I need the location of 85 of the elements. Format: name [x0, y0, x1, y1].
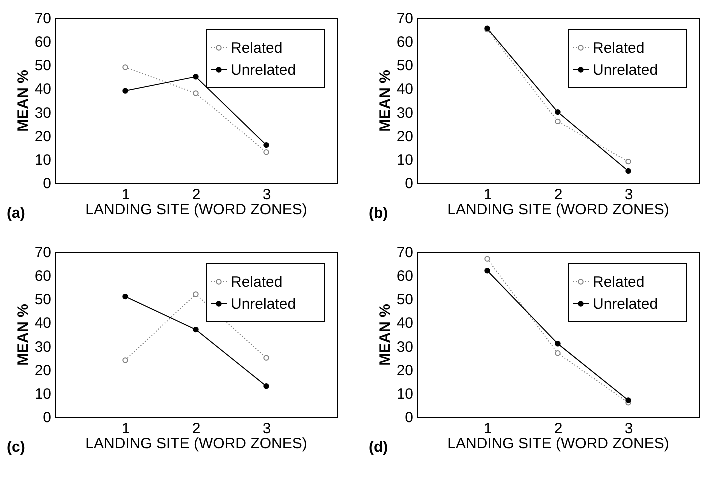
x-tick-label: 1 [484, 186, 492, 204]
y-tick-label: 0 [43, 176, 52, 192]
x-axis-title: LANDING SITE (WORD ZONES) [448, 202, 670, 218]
point [484, 256, 490, 262]
point [264, 355, 270, 361]
point [193, 326, 199, 333]
legend-label: Unrelated [593, 62, 658, 79]
y-tick-label: 50 [34, 292, 52, 309]
point [193, 292, 199, 298]
point [264, 384, 270, 390]
y-tick-label: 30 [396, 104, 414, 122]
point [122, 294, 128, 300]
point [555, 109, 561, 116]
point [264, 142, 270, 148]
y-tick-label: 20 [34, 128, 52, 146]
y-axis-title: MEAN % [14, 304, 32, 366]
x-tick-label: 3 [624, 420, 634, 438]
y-tick-label: 30 [34, 104, 52, 122]
text: (a) [7, 205, 26, 222]
legend-label: Related [593, 40, 645, 57]
point [264, 150, 270, 156]
y-tick-label: 70 [396, 244, 414, 262]
y-tick-label: 50 [396, 58, 414, 75]
x-tick-label: 1 [122, 420, 130, 438]
y-axis-title: MEAN % [376, 70, 394, 132]
y-axis-title: MEAN % [376, 304, 394, 366]
y-tick-label: 10 [34, 152, 52, 169]
point [555, 350, 561, 356]
legend-label: Unrelated [593, 296, 658, 313]
point [555, 341, 561, 347]
x-axis-title: LANDING SITE (WORD ZONES) [86, 436, 308, 452]
y-tick-label: 70 [396, 10, 414, 28]
x-tick-label: 2 [554, 420, 563, 438]
x-tick-label: 1 [484, 420, 492, 438]
legend-label: Unrelated [231, 62, 296, 79]
text: (c) [7, 439, 26, 456]
y-tick-label: 60 [396, 34, 414, 52]
point [626, 158, 632, 165]
legend-label: Related [231, 40, 283, 57]
y-tick-label: 20 [34, 362, 52, 380]
legend-label: Unrelated [231, 296, 296, 313]
y-tick-label: 60 [34, 34, 52, 52]
point [122, 64, 128, 70]
y-tick-label: 10 [34, 386, 52, 403]
y-tick-label: 50 [34, 58, 52, 75]
y-tick-label: 40 [34, 315, 52, 332]
x-tick-label: 2 [192, 186, 201, 204]
point [122, 358, 128, 364]
y-tick-label: 0 [405, 176, 414, 192]
x-axis-title: LANDING SITE (WORD ZONES) [86, 202, 308, 218]
legend-label: Related [231, 274, 283, 291]
y-tick-label: 40 [396, 315, 414, 332]
x-tick-label: 2 [192, 420, 201, 438]
x-tick-label: 3 [262, 420, 272, 438]
legend-label: Related [593, 274, 645, 291]
y-axis-title: MEAN % [14, 70, 32, 132]
x-tick-label: 2 [554, 186, 563, 204]
point [484, 268, 490, 274]
point [122, 88, 128, 94]
y-tick-label: 30 [34, 338, 52, 356]
y-tick-label: 20 [396, 362, 414, 380]
y-tick-label: 20 [396, 128, 414, 146]
y-tick-label: 70 [34, 244, 52, 262]
y-tick-label: 70 [34, 10, 52, 28]
point [555, 118, 561, 125]
y-tick-label: 0 [405, 410, 414, 426]
x-tick-label: 1 [122, 186, 130, 204]
point [626, 398, 632, 404]
x-tick-label: 3 [262, 186, 272, 204]
text: (b) [369, 205, 388, 222]
y-tick-label: 50 [396, 292, 414, 309]
x-tick-label: 3 [624, 186, 634, 204]
y-tick-label: 10 [396, 386, 414, 403]
y-tick-label: 60 [34, 268, 52, 286]
point [626, 168, 632, 174]
y-tick-label: 30 [396, 338, 414, 356]
point [193, 90, 199, 96]
x-axis-title: LANDING SITE (WORD ZONES) [448, 436, 670, 452]
y-tick-label: 0 [43, 410, 52, 426]
y-tick-label: 40 [396, 81, 414, 98]
y-tick-label: 10 [396, 152, 414, 169]
y-tick-label: 60 [396, 268, 414, 286]
point [193, 74, 199, 80]
y-tick-label: 40 [34, 81, 52, 98]
text: (d) [369, 439, 388, 456]
